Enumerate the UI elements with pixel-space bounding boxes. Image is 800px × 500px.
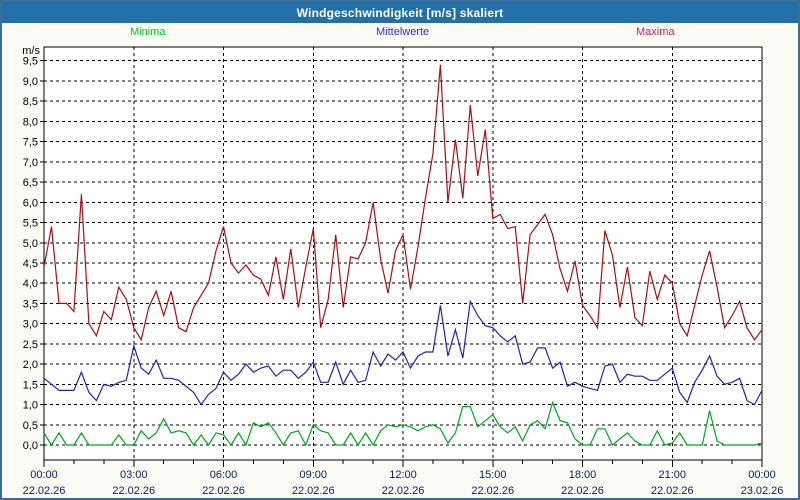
- x-axis-labels: 00:00 22.02.26 03:00 22.02.26 06:00 22.02.26 0…: [23, 469, 784, 497]
- chart-legend: Minima Mittelwerte Maxima: [2, 26, 798, 40]
- legend-minima: Minima: [130, 26, 166, 38]
- svg-text:1,0: 1,0: [23, 400, 38, 412]
- svg-text:0,0: 0,0: [23, 440, 38, 452]
- svg-text:22.02.26: 22.02.26: [112, 485, 155, 497]
- svg-text:8,0: 8,0: [23, 116, 38, 128]
- svg-text:22.02.26: 22.02.26: [382, 485, 425, 497]
- svg-text:4,5: 4,5: [23, 258, 38, 270]
- mittelwerte-line: [43, 299, 763, 406]
- svg-text:5,0: 5,0: [23, 238, 38, 250]
- maxima-line: [43, 64, 763, 342]
- svg-text:18:00: 18:00: [569, 469, 597, 481]
- svg-text:9,5: 9,5: [23, 56, 38, 68]
- svg-text:8,5: 8,5: [23, 96, 38, 108]
- window-titlebar: Windgeschwindigkeit [m/s] skaliert: [2, 2, 798, 23]
- svg-text:03:00: 03:00: [120, 469, 148, 481]
- svg-text:7,5: 7,5: [23, 137, 38, 149]
- window-title: Windgeschwindigkeit [m/s] skaliert: [296, 5, 504, 20]
- svg-text:1,5: 1,5: [23, 379, 38, 391]
- legend-mittelwerte: Mittelwerte: [376, 26, 430, 38]
- svg-text:4,0: 4,0: [23, 278, 38, 290]
- svg-text:6,5: 6,5: [23, 177, 38, 189]
- y-grid-and-labels: 0,0 0,5 1,0 1,5 2,0 2,5 3,0 3,5 4,0 4,5 5,0 5,5 6,0 6…: [23, 56, 762, 452]
- svg-text:5,5: 5,5: [23, 218, 38, 230]
- svg-text:00:00: 00:00: [30, 469, 58, 481]
- svg-text:15:00: 15:00: [479, 469, 507, 481]
- x-grid-and-ticks: [43, 47, 763, 467]
- svg-text:22.02.26: 22.02.26: [23, 485, 66, 497]
- svg-text:3,0: 3,0: [23, 319, 38, 331]
- minima-line: [43, 400, 763, 447]
- svg-text:0,5: 0,5: [23, 420, 38, 432]
- y-axis-unit-label: m/s: [22, 45, 40, 57]
- svg-text:22.02.26: 22.02.26: [651, 485, 694, 497]
- legend-maxima: Maxima: [636, 26, 675, 38]
- svg-text:6,0: 6,0: [23, 197, 38, 209]
- svg-text:2,0: 2,0: [23, 359, 38, 371]
- svg-text:06:00: 06:00: [210, 469, 238, 481]
- svg-text:12:00: 12:00: [389, 469, 417, 481]
- svg-text:2,5: 2,5: [23, 339, 38, 351]
- svg-text:22.02.26: 22.02.26: [292, 485, 335, 497]
- svg-text:3,5: 3,5: [23, 298, 38, 310]
- svg-text:09:00: 09:00: [299, 469, 327, 481]
- svg-text:22.02.26: 22.02.26: [471, 485, 514, 497]
- svg-text:22.02.26: 22.02.26: [202, 485, 245, 497]
- svg-text:23.02.26: 23.02.26: [741, 485, 784, 497]
- svg-text:21:00: 21:00: [658, 469, 686, 481]
- svg-text:00:00: 00:00: [748, 469, 776, 481]
- svg-text:7,0: 7,0: [23, 157, 38, 169]
- svg-text:22.02.26: 22.02.26: [561, 485, 604, 497]
- svg-text:9,0: 9,0: [23, 76, 38, 88]
